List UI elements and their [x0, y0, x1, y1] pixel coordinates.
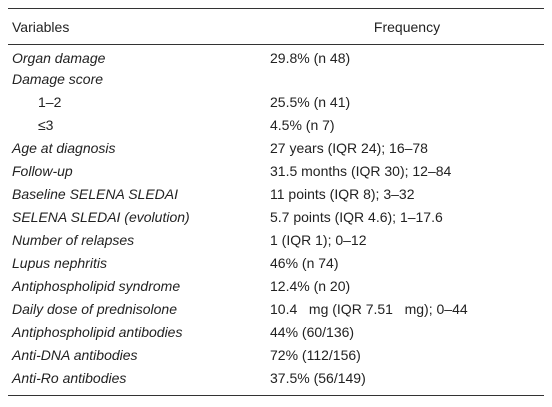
- variable-cell: Age at diagnosis: [12, 140, 116, 156]
- table-body: Organ damage 29.8% (n 48) Damage score 1–2 2…: [8, 45, 544, 396]
- frequency-cell: 4.5% (n 7): [270, 117, 335, 133]
- table-row: ≤3 4.5% (n 7): [8, 114, 544, 137]
- frequency-cell: 25.5% (n 41): [270, 94, 351, 110]
- table-row: Anti-DNA antibodies 72% (112/156): [8, 344, 544, 367]
- table-row: Antiphospholipid syndrome 12.4% (n 20): [8, 275, 544, 298]
- frequency-cell: 31.5 months (IQR 30); 12–84: [270, 163, 452, 179]
- table-container: Variables Frequency Organ damage 29.8% (n…: [8, 8, 544, 396]
- variable-cell: 1–2: [38, 94, 62, 110]
- header-cell: Variables: [12, 18, 70, 35]
- table-row: Age at diagnosis 27 years (IQR 24); 16–78: [8, 137, 544, 160]
- frequency-cell: [266, 68, 544, 91]
- variable-cell: Daily dose of prednisolone: [12, 301, 177, 317]
- variable-cell: Antiphospholipid syndrome: [12, 278, 181, 294]
- variable-cell: ≤3: [38, 117, 54, 133]
- frequency-cell: 44% (60/136): [270, 324, 355, 340]
- frequency-cell: 37.5% (56/149): [270, 369, 366, 386]
- table-row: Organ damage 29.8% (n 48): [8, 45, 544, 68]
- variable-cell: Anti-DNA antibodies: [12, 347, 138, 363]
- frequency-cell: 72% (112/156): [270, 347, 361, 363]
- variable-cell: Baseline SELENA SLEDAI: [12, 186, 179, 202]
- variable-cell: Damage score: [12, 71, 104, 87]
- table-row: Damage score: [8, 68, 544, 91]
- variable-cell: Anti-Ro antibodies: [12, 369, 127, 386]
- frequency-cell: 12.4% (n 20): [270, 278, 351, 294]
- variable-cell: Organ damage: [12, 49, 106, 66]
- variable-cell: Antiphospholipid antibodies: [12, 324, 183, 340]
- header-cell: Frequency: [373, 18, 441, 35]
- table-row: SELENA SLEDAI (evolution) 5.7 points (IQR…: [8, 206, 544, 229]
- table-row: Follow-up 31.5 months (IQR 30); 12–84: [8, 160, 544, 183]
- frequency-cell: 46% (n 74): [270, 255, 339, 271]
- variable-cell: Follow-up: [12, 163, 73, 179]
- table-row: Antiphospholipid antibodies 44% (60/136): [8, 321, 544, 344]
- table-row: 1–2 25.5% (n 41): [8, 91, 544, 114]
- table-row: Number of relapses 1 (IQR 1); 0–12: [8, 229, 544, 252]
- table-row: Baseline SELENA SLEDAI 11 points (IQR 8);…: [8, 183, 544, 206]
- variable-cell: Lupus nephritis: [12, 255, 107, 271]
- header-row: Variables Frequency: [8, 8, 544, 45]
- frequency-cell: 10.4 mg (IQR 7.51 mg); 0–44: [270, 301, 468, 317]
- table-row: Lupus nephritis 46% (n 74): [8, 252, 544, 275]
- frequency-cell: 5.7 points (IQR 4.6); 1–17.6: [270, 209, 443, 225]
- table-row: Daily dose of prednisolone 10.4 mg (IQR 7…: [8, 298, 544, 321]
- table-row: Anti-Ro antibodies 37.5% (56/149): [8, 367, 544, 396]
- variable-cell: SELENA SLEDAI (evolution): [12, 209, 190, 225]
- frequency-cell: 27 years (IQR 24); 16–78: [270, 140, 428, 156]
- frequency-cell: 1 (IQR 1); 0–12: [270, 232, 367, 248]
- table-header: Variables Frequency: [8, 8, 544, 45]
- variable-cell: Number of relapses: [12, 232, 135, 248]
- frequency-cell: 11 points (IQR 8); 3–32: [270, 186, 415, 202]
- frequency-cell: 29.8% (n 48): [270, 49, 351, 66]
- data-table: Variables Frequency Organ damage 29.8% (n…: [8, 8, 544, 396]
